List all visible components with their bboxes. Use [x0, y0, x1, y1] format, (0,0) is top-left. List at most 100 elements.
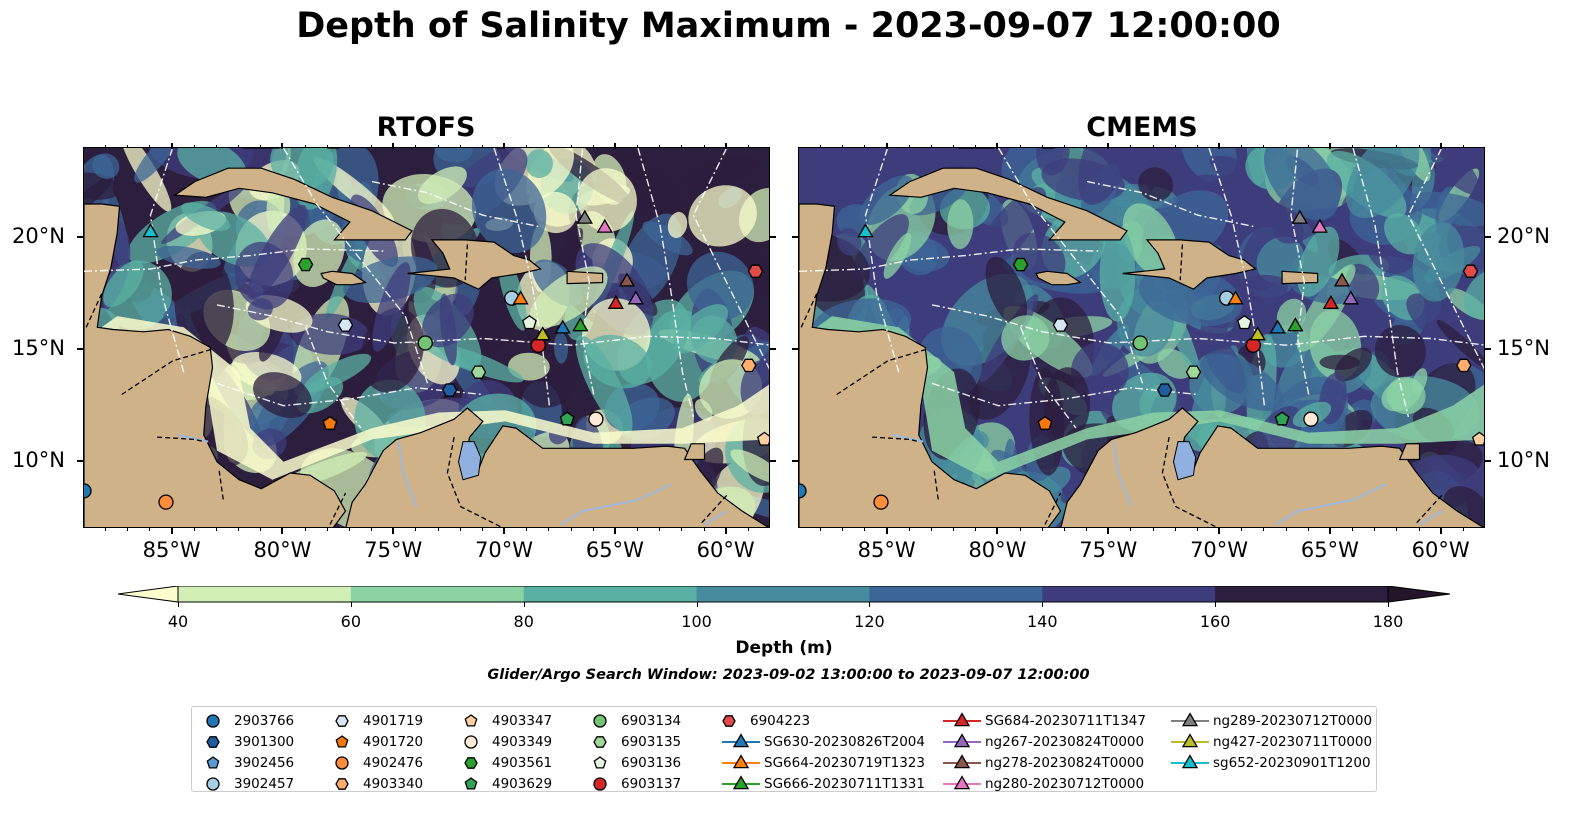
lon-tick — [724, 143, 727, 149]
eez-boundary — [864, 148, 900, 373]
shallow-shelf — [816, 316, 1484, 480]
obs-marker-4901720 — [322, 415, 338, 430]
colorbar-segment — [1042, 586, 1216, 602]
legend-marker-icon — [593, 736, 607, 748]
eez-boundary — [931, 382, 1198, 407]
lon-minor-tick — [1196, 528, 1198, 531]
obs-marker-4903340 — [741, 358, 757, 373]
lon-minor-tick — [953, 145, 955, 148]
legend-label: SG630-20230826T2004 — [764, 734, 925, 750]
country-border — [800, 293, 818, 328]
land-mass — [683, 443, 706, 461]
eez-boundary — [149, 148, 185, 373]
obs-marker-6903134 — [1132, 335, 1148, 351]
lat-tick — [792, 235, 798, 238]
legend-marker-icon — [593, 777, 607, 791]
lon-minor-tick — [592, 145, 594, 148]
lon-minor-tick — [215, 145, 217, 148]
legend-marker-icon — [335, 715, 349, 727]
lon-tick — [281, 528, 284, 534]
colorbar-segment — [869, 586, 1043, 602]
lon-minor-tick — [1396, 145, 1398, 148]
lat-tick — [770, 235, 776, 238]
lon-minor-tick — [304, 145, 306, 148]
obs-marker-sg684-20230711t1347 — [607, 294, 624, 309]
eez-boundary — [493, 148, 551, 406]
eez-boundary — [1208, 148, 1266, 406]
legend-label: SG684-20230711T1347 — [985, 713, 1146, 729]
lon-minor-tick — [1174, 145, 1176, 148]
lon-minor-tick — [437, 528, 439, 531]
lon-tick-label: 70°W — [475, 538, 534, 562]
lon-minor-tick — [864, 145, 866, 148]
eez-boundary — [84, 248, 384, 272]
country-border — [1044, 492, 1062, 525]
obs-marker-sg630-20230826t2004 — [1269, 319, 1286, 334]
obs-marker-6903134 — [417, 335, 433, 351]
lon-tick — [1328, 143, 1331, 149]
eez-boundary — [997, 148, 1144, 384]
lon-tick — [503, 528, 506, 534]
legend-label: 4903340 — [363, 776, 424, 792]
lon-minor-tick — [1462, 528, 1464, 531]
legend-label: 6903134 — [621, 713, 682, 729]
lon-minor-tick — [481, 145, 483, 148]
lon-tick-label: 75°W — [364, 538, 423, 562]
lon-minor-tick — [1285, 145, 1287, 148]
lon-minor-tick — [1041, 145, 1043, 148]
legend-marker-icon — [335, 735, 349, 748]
lon-minor-tick — [1263, 145, 1265, 148]
lon-tick — [613, 528, 616, 534]
lon-minor-tick — [842, 528, 844, 531]
lon-minor-tick — [1063, 528, 1065, 531]
lat-tick — [77, 347, 83, 350]
eez-boundary — [575, 148, 595, 395]
obs-marker-4903629 — [1274, 411, 1290, 426]
eez-boundary — [692, 148, 769, 370]
search-window-text: Glider/Argo Search Window: 2023-09-02 13… — [487, 667, 1090, 683]
obs-marker-sg684-20230711t1347 — [1322, 294, 1339, 309]
lon-minor-tick — [415, 145, 417, 148]
colorbar-segment — [350, 586, 525, 602]
lat-tick — [77, 235, 83, 238]
lon-minor-tick — [548, 145, 550, 148]
legend-label: 3901300 — [234, 734, 295, 750]
lat-tick — [77, 459, 83, 462]
obs-marker-6903136 — [522, 314, 537, 330]
lon-minor-tick — [930, 528, 932, 531]
figure-title: Depth of Salinity Maximum - 2023-09-07 1… — [296, 6, 1281, 46]
land-mass — [1035, 270, 1082, 286]
legend-marker-icon — [206, 756, 220, 769]
lat-tick — [792, 347, 798, 350]
lon-minor-tick — [371, 145, 373, 148]
obs-marker-6903135 — [470, 365, 487, 379]
eez-boundary — [216, 304, 769, 346]
lat-tick-label: 20°N — [1497, 223, 1550, 248]
land-mass — [320, 270, 367, 286]
legend-marker-icon — [953, 775, 971, 790]
colorbar-segment — [696, 586, 870, 602]
lon-minor-tick — [1130, 528, 1132, 531]
lon-minor-tick — [681, 528, 683, 531]
legend-label: 4901720 — [363, 734, 424, 750]
lon-minor-tick — [570, 528, 572, 531]
legend-label: ng289-20230712T0000 — [1213, 713, 1373, 729]
obs-marker-ng427-20230711t0000 — [1249, 326, 1266, 341]
lon-minor-tick — [238, 528, 240, 531]
lat-tick-label: 10°N — [12, 447, 65, 472]
obs-marker-4903629 — [559, 411, 575, 426]
lon-minor-tick — [703, 145, 705, 148]
legend-label: SG664-20230719T1323 — [764, 755, 925, 771]
obs-marker-4901719 — [337, 318, 354, 332]
lon-minor-tick — [637, 528, 639, 531]
lon-minor-tick — [193, 145, 195, 148]
lat-tick — [792, 459, 798, 462]
lon-minor-tick — [1374, 528, 1376, 531]
obs-marker-sg664-20230719t1323 — [1227, 290, 1244, 305]
river — [1112, 441, 1133, 507]
legend-label: 3902457 — [234, 776, 295, 792]
lon-minor-tick — [1462, 145, 1464, 148]
lon-minor-tick — [747, 145, 749, 148]
lon-minor-tick — [1152, 528, 1154, 531]
legend-label: 4903349 — [492, 734, 553, 750]
